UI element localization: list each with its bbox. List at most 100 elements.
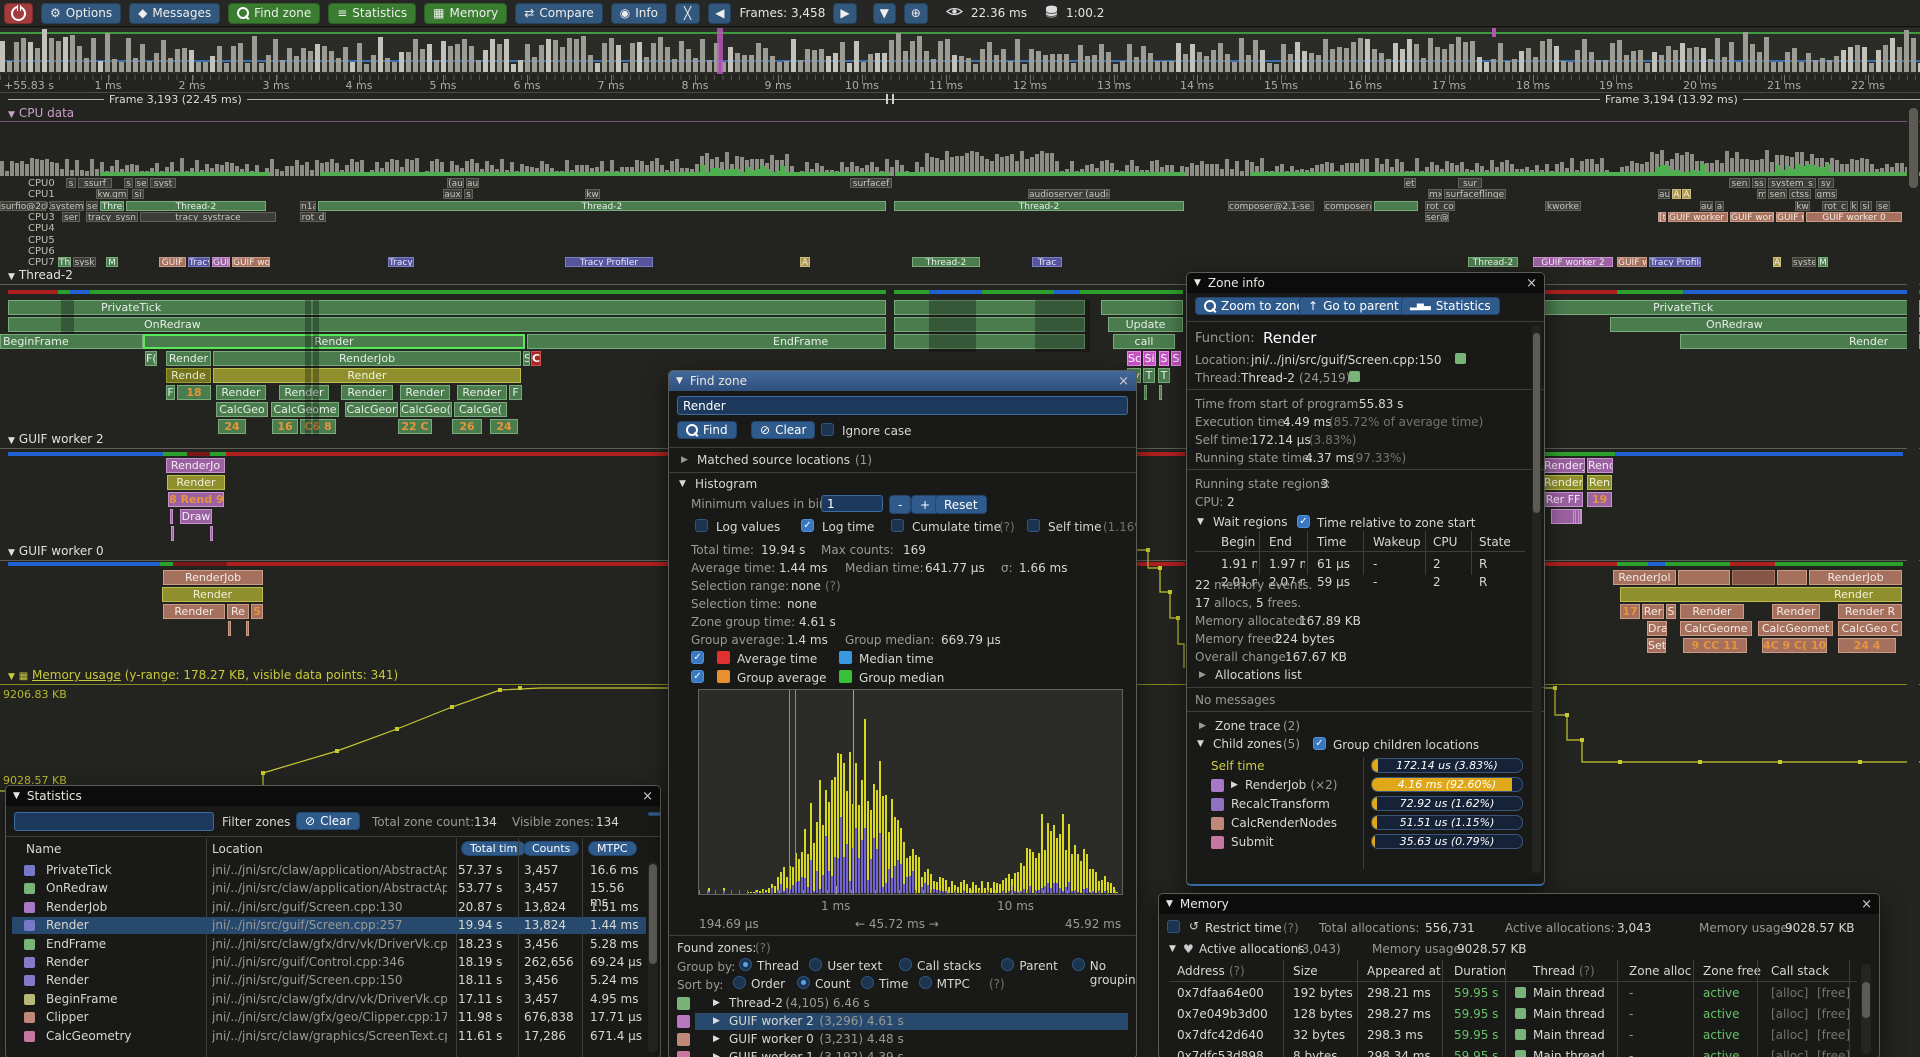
cpu-zone-chip[interactable]: s [66,178,76,188]
cpu-zone-chip[interactable]: mx [1428,189,1442,199]
statistics-row[interactable]: EndFrame jni/../jni/src/claw/gfx/drv/vk/D… [12,936,646,953]
cpu-zone-chip[interactable]: et [1404,178,1416,188]
timeline-zone[interactable]: F( [145,351,157,366]
find-zone-titlebar[interactable]: ▼ Find zone × [669,371,1136,391]
cpu-zone-chip[interactable]: s [464,189,473,199]
histogram-label[interactable]: Histogram [695,477,758,491]
cumulate-time-checkbox[interactable] [891,519,904,532]
cpu-zone-chip[interactable]: au [1700,201,1713,211]
found-group[interactable]: Thread-2 [729,996,783,1010]
expand-icon[interactable]: ▶ [713,998,720,1008]
timeline-zone[interactable]: Render R [1838,604,1902,619]
wait-regions-label[interactable]: Wait regions [1213,515,1288,529]
cpu-zone-chip[interactable]: M [106,257,118,267]
memory-button[interactable]: ▦ Memory [424,2,508,24]
sort-by-option[interactable]: Time [879,977,909,991]
timeline-zone[interactable]: 8 Rend 9 [168,492,224,507]
timeline-zone[interactable]: RenderJ [1543,458,1585,473]
cpu-zone-chip[interactable]: Th [58,257,71,267]
cpu-zone-chip[interactable]: A [1672,189,1681,199]
zone-search-input[interactable]: Render [677,396,1128,415]
main-scrollbar[interactable] [1907,100,1919,1055]
expand-icon[interactable]: ▶ [713,1016,720,1026]
group-by-radio[interactable] [739,958,752,971]
timeline-zone[interactable]: RenderJol [1613,570,1676,585]
active-allocations-label[interactable]: Active allocations [1199,942,1305,956]
timeline-zone[interactable]: Ren [1587,475,1612,490]
timeline-zone[interactable]: Render [163,604,225,619]
group-by-radio[interactable] [1001,958,1015,971]
cpu-zone-chip[interactable]: surfaceflinge [1444,189,1506,199]
cpu-zone-chip[interactable]: Thread-2 [126,201,266,211]
cpu-zone-chip[interactable]: Tracy Profiler [1649,257,1701,267]
timeline-zone[interactable]: T [1143,368,1155,383]
found-group[interactable]: GUIF worker 2 [729,1014,814,1028]
statistics-row[interactable]: Render jni/../jni/src/guif/Screen.cpp:150… [12,972,646,989]
timeline-zone[interactable]: Render [1680,334,1920,349]
cpu-zone-chip[interactable]: surfio@2g [0,201,46,211]
timeline-zone[interactable]: Sc [1127,351,1141,366]
found-group[interactable]: GUIF worker 1 [729,1050,814,1057]
restrict-time-checkbox[interactable] [1167,920,1180,933]
timeline-zone[interactable]: PrivateTick [8,300,886,315]
cpu-zone-chip[interactable]: k [1850,201,1858,211]
column-name[interactable]: Name [26,842,62,856]
cpu-zone-chip[interactable]: GUIF worke [1730,212,1774,222]
group-by-option[interactable]: Parent [1019,959,1058,973]
info-button[interactable]: ◉ Info [610,2,667,24]
timeline-zone[interactable]: CalcGeomet [1758,621,1833,636]
cpu-zone-chip[interactable]: kw [1795,201,1810,211]
group-by-option[interactable]: User text [827,959,883,973]
matched-source-locations-label[interactable]: Matched source locations [697,453,850,467]
group-by-radio[interactable] [809,958,823,971]
timeline-zone[interactable]: Render [166,351,211,366]
close-icon[interactable]: × [1861,896,1872,912]
cpu-zone-chip[interactable]: a [1715,201,1724,211]
frame-markers[interactable]: Frame 3,193 (22.45 ms) Frame 3,194 (13.92… [0,93,1920,106]
child-zone-name[interactable]: CalcRenderNodes [1231,816,1337,830]
timeline-zone[interactable]: F [509,385,522,400]
cpu-zone-chip[interactable]: kw.gm [96,189,128,199]
cpu-zone-chip[interactable]: au [466,178,479,188]
collapse-icon[interactable]: ▼ [676,376,683,386]
frame-overview-graph[interactable] [0,28,1920,74]
tools-button[interactable]: ╳ [674,2,701,24]
timeline-zone[interactable]: RenderJob [1809,570,1902,585]
timeline-zone[interactable] [246,621,249,636]
timeline-zone[interactable]: Render [167,475,225,490]
column-location[interactable]: Location [212,842,263,856]
cpu-zone-chip[interactable]: M [1818,257,1828,267]
sort-by-radio[interactable] [918,976,932,989]
timeline-zone[interactable]: Render [400,385,450,400]
memory-titlebar[interactable]: ▼ Memory × [1159,894,1879,914]
timeline-zone[interactable] [210,526,213,541]
timeline-zone[interactable]: 24 4 [1838,638,1896,653]
cpu-zone-chip[interactable]: Thre [100,201,124,211]
statistics-row[interactable]: Render jni/../jni/src/guif/Control.cpp:34… [12,954,646,971]
cpu-zone-chip[interactable]: Tracy! [388,257,414,267]
timeline-zone[interactable]: Render [279,385,329,400]
collapse-icon[interactable]: ▼ [13,791,20,801]
timeline-zone[interactable]: S [523,351,530,366]
cpu-zone-chip[interactable]: Thread-2 [1468,257,1518,267]
memory-column[interactable]: Appeared at [1367,964,1441,978]
timeline-zone[interactable]: Draw [180,509,212,524]
cpu-zone-chip[interactable]: Tracy [188,257,210,267]
timeline-zone[interactable]: S [1171,351,1181,366]
group-by-option[interactable]: No grouping [1089,959,1136,987]
self-time-checkbox[interactable] [1027,519,1040,532]
cpu-zone-chip[interactable]: rot_co [1425,201,1455,211]
statistics-titlebar[interactable]: ▼ Statistics × [6,786,660,806]
cpu-zone-chip[interactable]: sy [1818,178,1834,188]
timeline-zone[interactable]: EndFrame [527,334,886,349]
child-zone-name[interactable]: RecalcTransform [1231,797,1330,811]
timeline-zone[interactable]: CalcGeo C [1838,621,1902,636]
thread-header-t2[interactable]: ▼ Thread-2 [8,268,73,282]
callstack-free-link[interactable]: [free] [1817,1049,1851,1057]
cpu-zone-chip[interactable]: kw [585,189,600,199]
expand-icon[interactable]: ▶ [1231,780,1238,790]
group-by-option[interactable]: Thread [757,959,799,973]
memory-column[interactable]: Size [1293,964,1318,978]
clipped-button[interactable] [648,812,660,816]
timeline-zone[interactable]: 19 [1587,492,1612,507]
